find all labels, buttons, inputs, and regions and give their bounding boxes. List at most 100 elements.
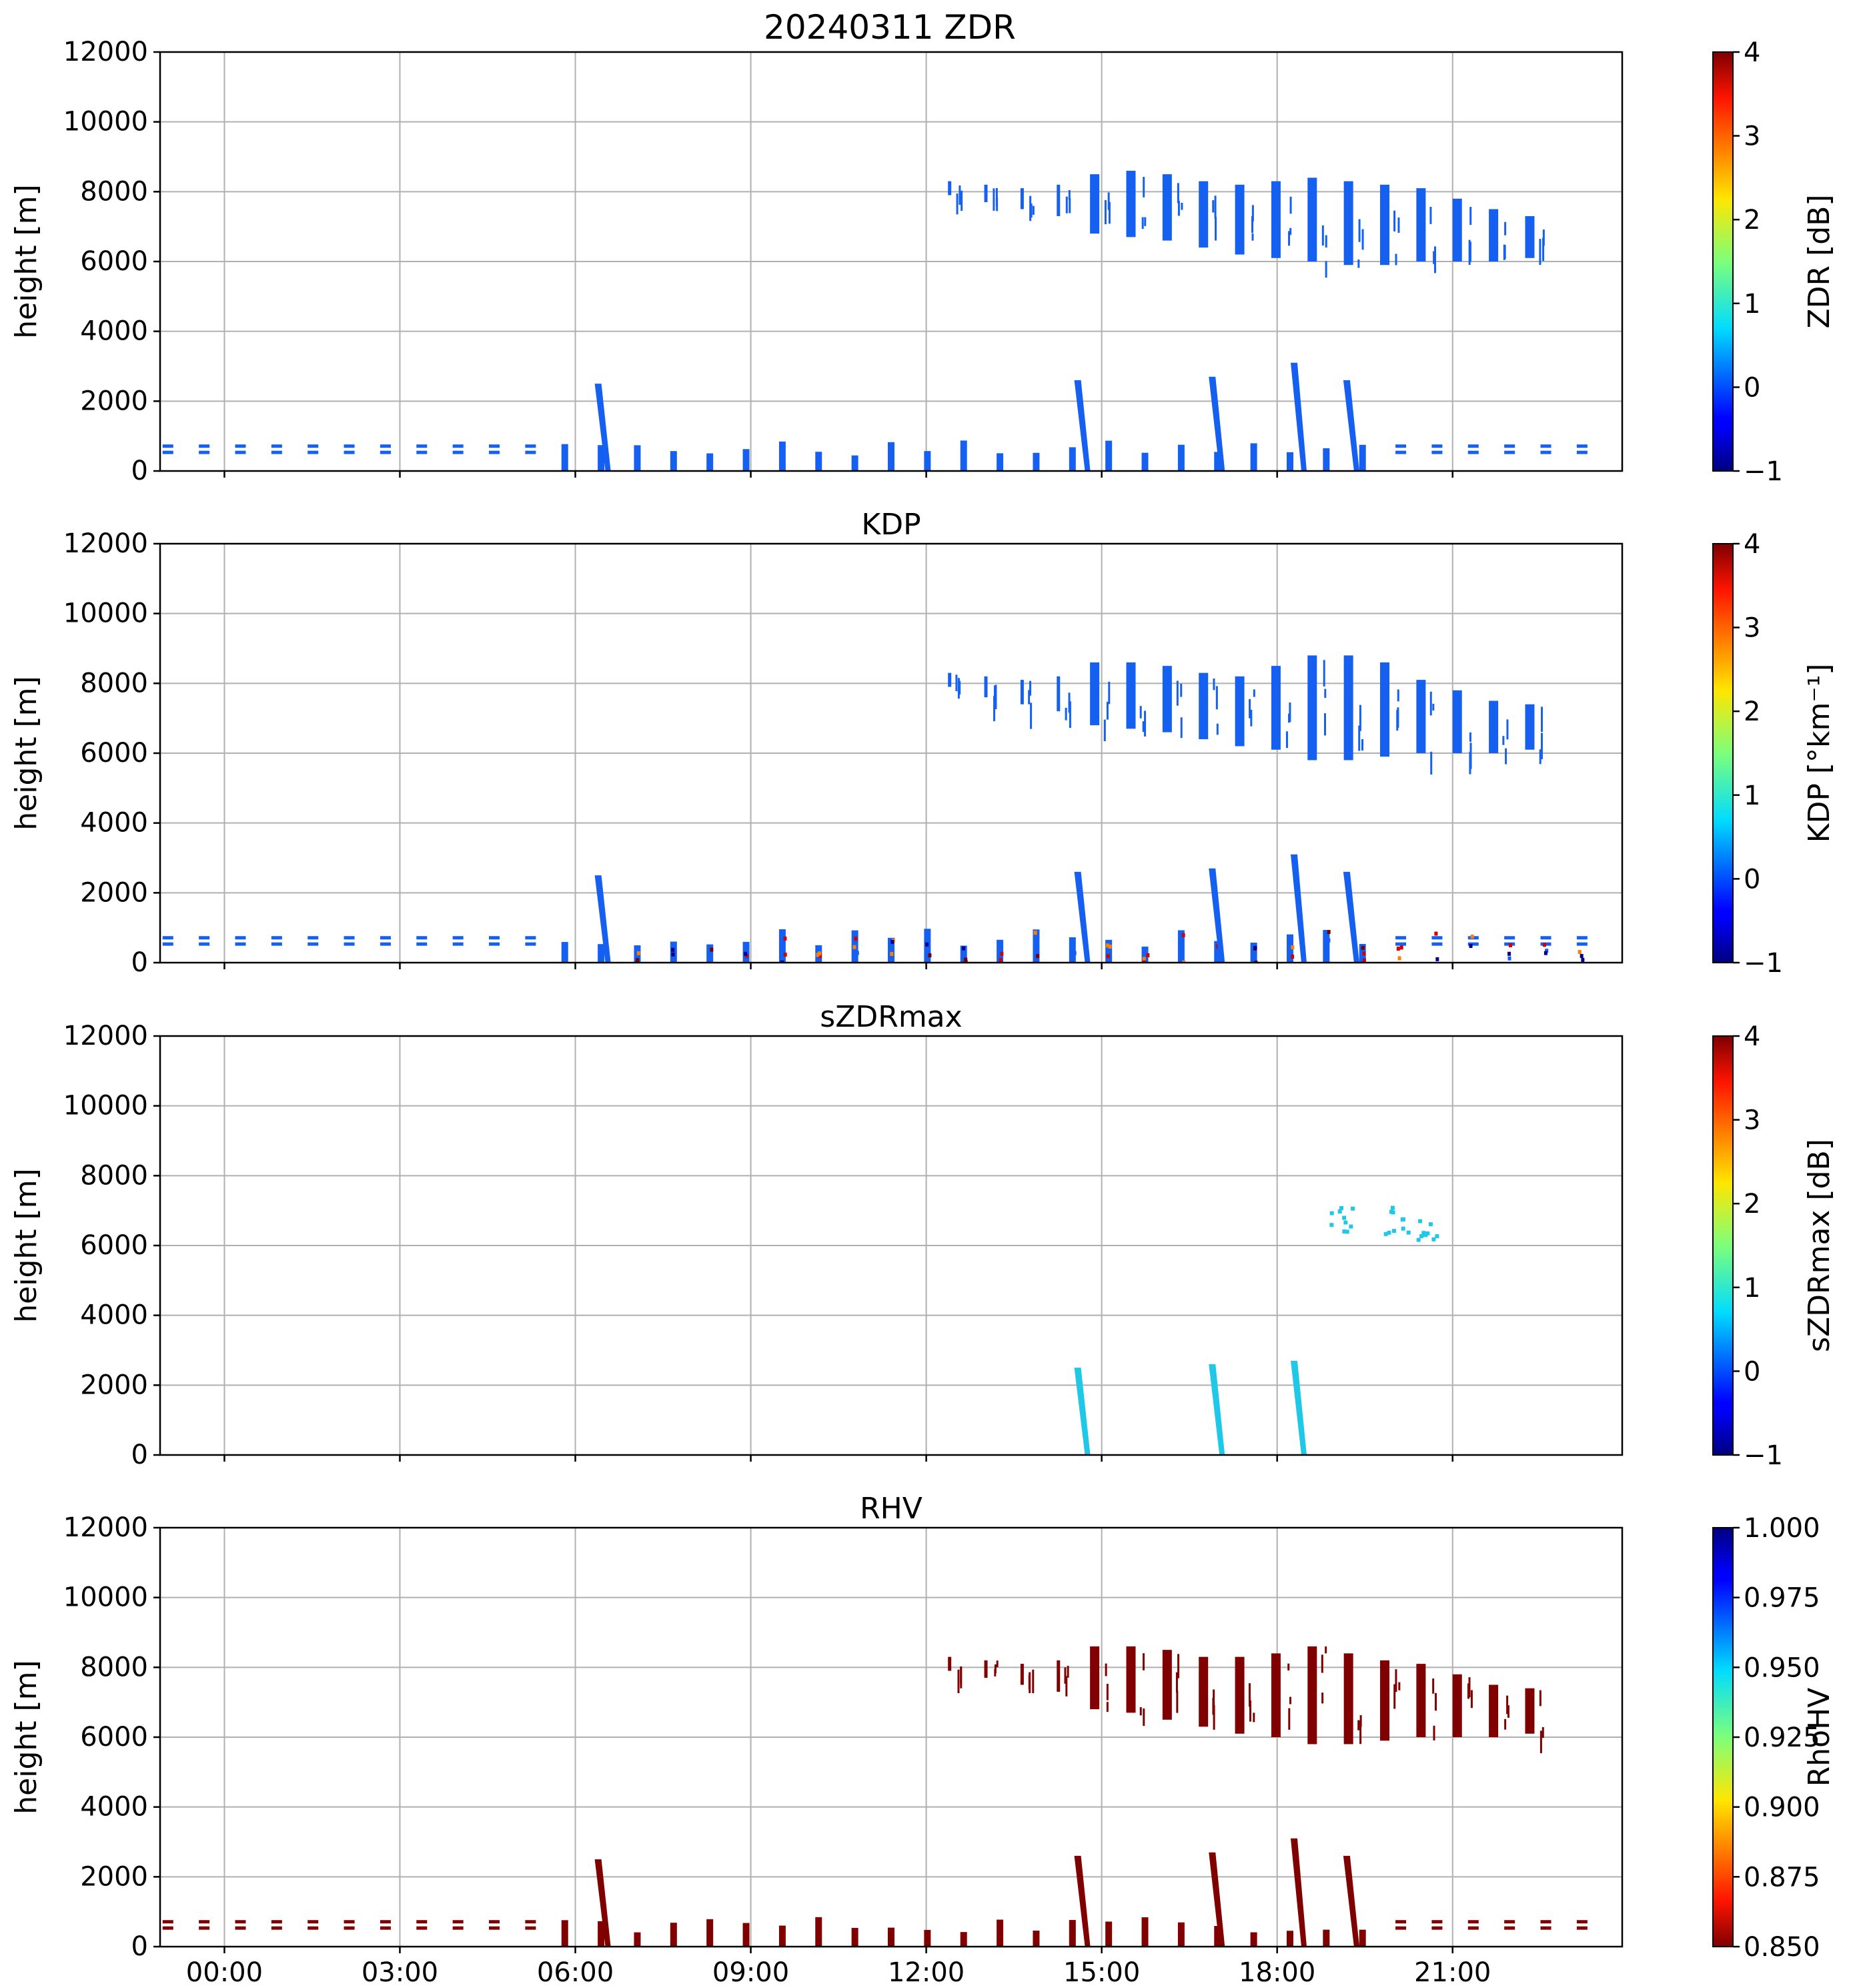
cloud-speck	[1325, 235, 1327, 247]
layer-streak	[1431, 936, 1443, 940]
kdp-speckle	[1181, 933, 1185, 937]
low-echo-column	[1069, 1920, 1076, 1947]
low-echo-column	[1286, 1931, 1293, 1947]
kdp-speckle	[1073, 951, 1077, 955]
cloud-column	[1343, 655, 1353, 761]
layer-streak	[1540, 1920, 1551, 1924]
szdr-patch	[1345, 1229, 1349, 1234]
precip-plume	[1343, 380, 1359, 471]
y-axis-label: height [m]	[9, 676, 43, 830]
kdp-speckle	[1397, 956, 1401, 961]
cloud-speck	[1469, 732, 1471, 742]
cloud-speck	[1143, 1653, 1145, 1670]
szdr-patch	[1431, 1237, 1436, 1241]
low-echo-column	[1214, 1926, 1221, 1947]
layer-streak	[452, 450, 464, 454]
ytick-label: 10000	[63, 107, 148, 137]
cloud-column	[1020, 680, 1024, 704]
szdr-patch	[1416, 1237, 1421, 1242]
cloud-speck	[1433, 246, 1436, 274]
cloud-speck	[960, 1666, 963, 1688]
ytick-label: 6000	[80, 1230, 148, 1261]
cloud-speck	[1177, 183, 1179, 203]
cloud-speck	[1470, 1690, 1473, 1708]
precip-plume	[1209, 1852, 1225, 1947]
xtick-label: 21:00	[1414, 1957, 1491, 1988]
layer-streak	[380, 1920, 391, 1924]
cloud-speck	[1030, 702, 1033, 729]
cloud-column	[1162, 174, 1172, 241]
colorbar-tick-label: −1	[1744, 1440, 1783, 1471]
kdp-speckle	[1000, 951, 1004, 956]
kdp-speckle	[1180, 948, 1184, 953]
y-axis-label: height [m]	[9, 1168, 43, 1322]
cloud-column	[1307, 1646, 1317, 1745]
low-echo-column	[598, 944, 605, 963]
cloud-speck	[1361, 738, 1364, 751]
layer-streak	[199, 1920, 210, 1924]
low-echo-column	[742, 449, 750, 471]
cloud-speck	[995, 187, 998, 207]
cloud-speck	[1069, 197, 1071, 213]
layer-streak	[525, 444, 536, 448]
precip-plume	[1290, 854, 1307, 963]
low-echo-column	[670, 1923, 677, 1947]
cloud-speck	[1505, 748, 1507, 765]
cloud-column	[1057, 676, 1061, 712]
layer-streak	[380, 444, 391, 448]
cloud-speck	[1359, 1715, 1362, 1727]
szdr-patch	[1419, 1233, 1424, 1238]
cloud-column	[1307, 655, 1317, 761]
cloud-speck	[1249, 1700, 1252, 1722]
cloud-speck	[1433, 1725, 1435, 1741]
low-echo-column	[1177, 444, 1185, 471]
low-echo-column	[561, 942, 568, 963]
cloud-speck	[1504, 221, 1507, 235]
cloud-speck	[1106, 1684, 1109, 1700]
low-echo-column	[1033, 452, 1040, 471]
low-echo-column	[706, 453, 714, 471]
colorbar-tick-label: 1	[1744, 781, 1760, 811]
szdr-patch	[1406, 1230, 1411, 1235]
layer-streak	[489, 444, 500, 448]
layer-streak	[199, 450, 210, 454]
layer-streak	[1540, 1926, 1551, 1930]
cloud-speck	[1143, 177, 1145, 197]
cloud-speck	[1032, 205, 1035, 215]
cloud-column	[984, 1660, 988, 1678]
cloud-speck	[1212, 200, 1215, 213]
cloud-speck	[1502, 736, 1505, 745]
layer-streak	[271, 936, 282, 940]
ytick-label: 6000	[80, 738, 148, 769]
cloud-column	[1489, 700, 1499, 753]
kdp-speckle	[1580, 953, 1584, 958]
cloud-speck	[993, 696, 996, 722]
kdp-speckle	[636, 951, 640, 955]
szdr-patch	[1387, 1230, 1391, 1235]
low-echo-column	[1323, 1929, 1330, 1947]
layer-streak	[416, 942, 428, 946]
kdp-speckle	[926, 947, 930, 951]
cloud-column	[1271, 666, 1281, 750]
precip-plume	[1074, 1855, 1091, 1947]
layer-streak	[525, 942, 536, 946]
layer-streak	[1395, 1926, 1407, 1930]
kdp-speckle	[1543, 951, 1547, 955]
cloud-speck	[1429, 207, 1432, 224]
low-echo-column	[851, 1927, 858, 1947]
kdp-speckle	[1033, 931, 1037, 935]
layer-streak	[344, 444, 355, 448]
kdp-speckle	[671, 947, 675, 952]
xtick-label: 06:00	[537, 1957, 614, 1988]
ytick-label: 4000	[80, 1300, 148, 1331]
layer-streak	[525, 1920, 536, 1924]
ytick-label: 4000	[80, 316, 148, 347]
colorbar-tick-label: 0.975	[1744, 1583, 1820, 1614]
colorbar-tick-label: 3	[1744, 121, 1760, 152]
layer-streak	[525, 450, 536, 454]
cloud-speck	[1506, 1695, 1509, 1714]
low-echo-column	[1105, 440, 1113, 471]
colorbar-tick-label: 0.950	[1744, 1652, 1820, 1683]
ytick-label: 8000	[80, 176, 148, 207]
kdp-speckle	[1142, 957, 1146, 961]
